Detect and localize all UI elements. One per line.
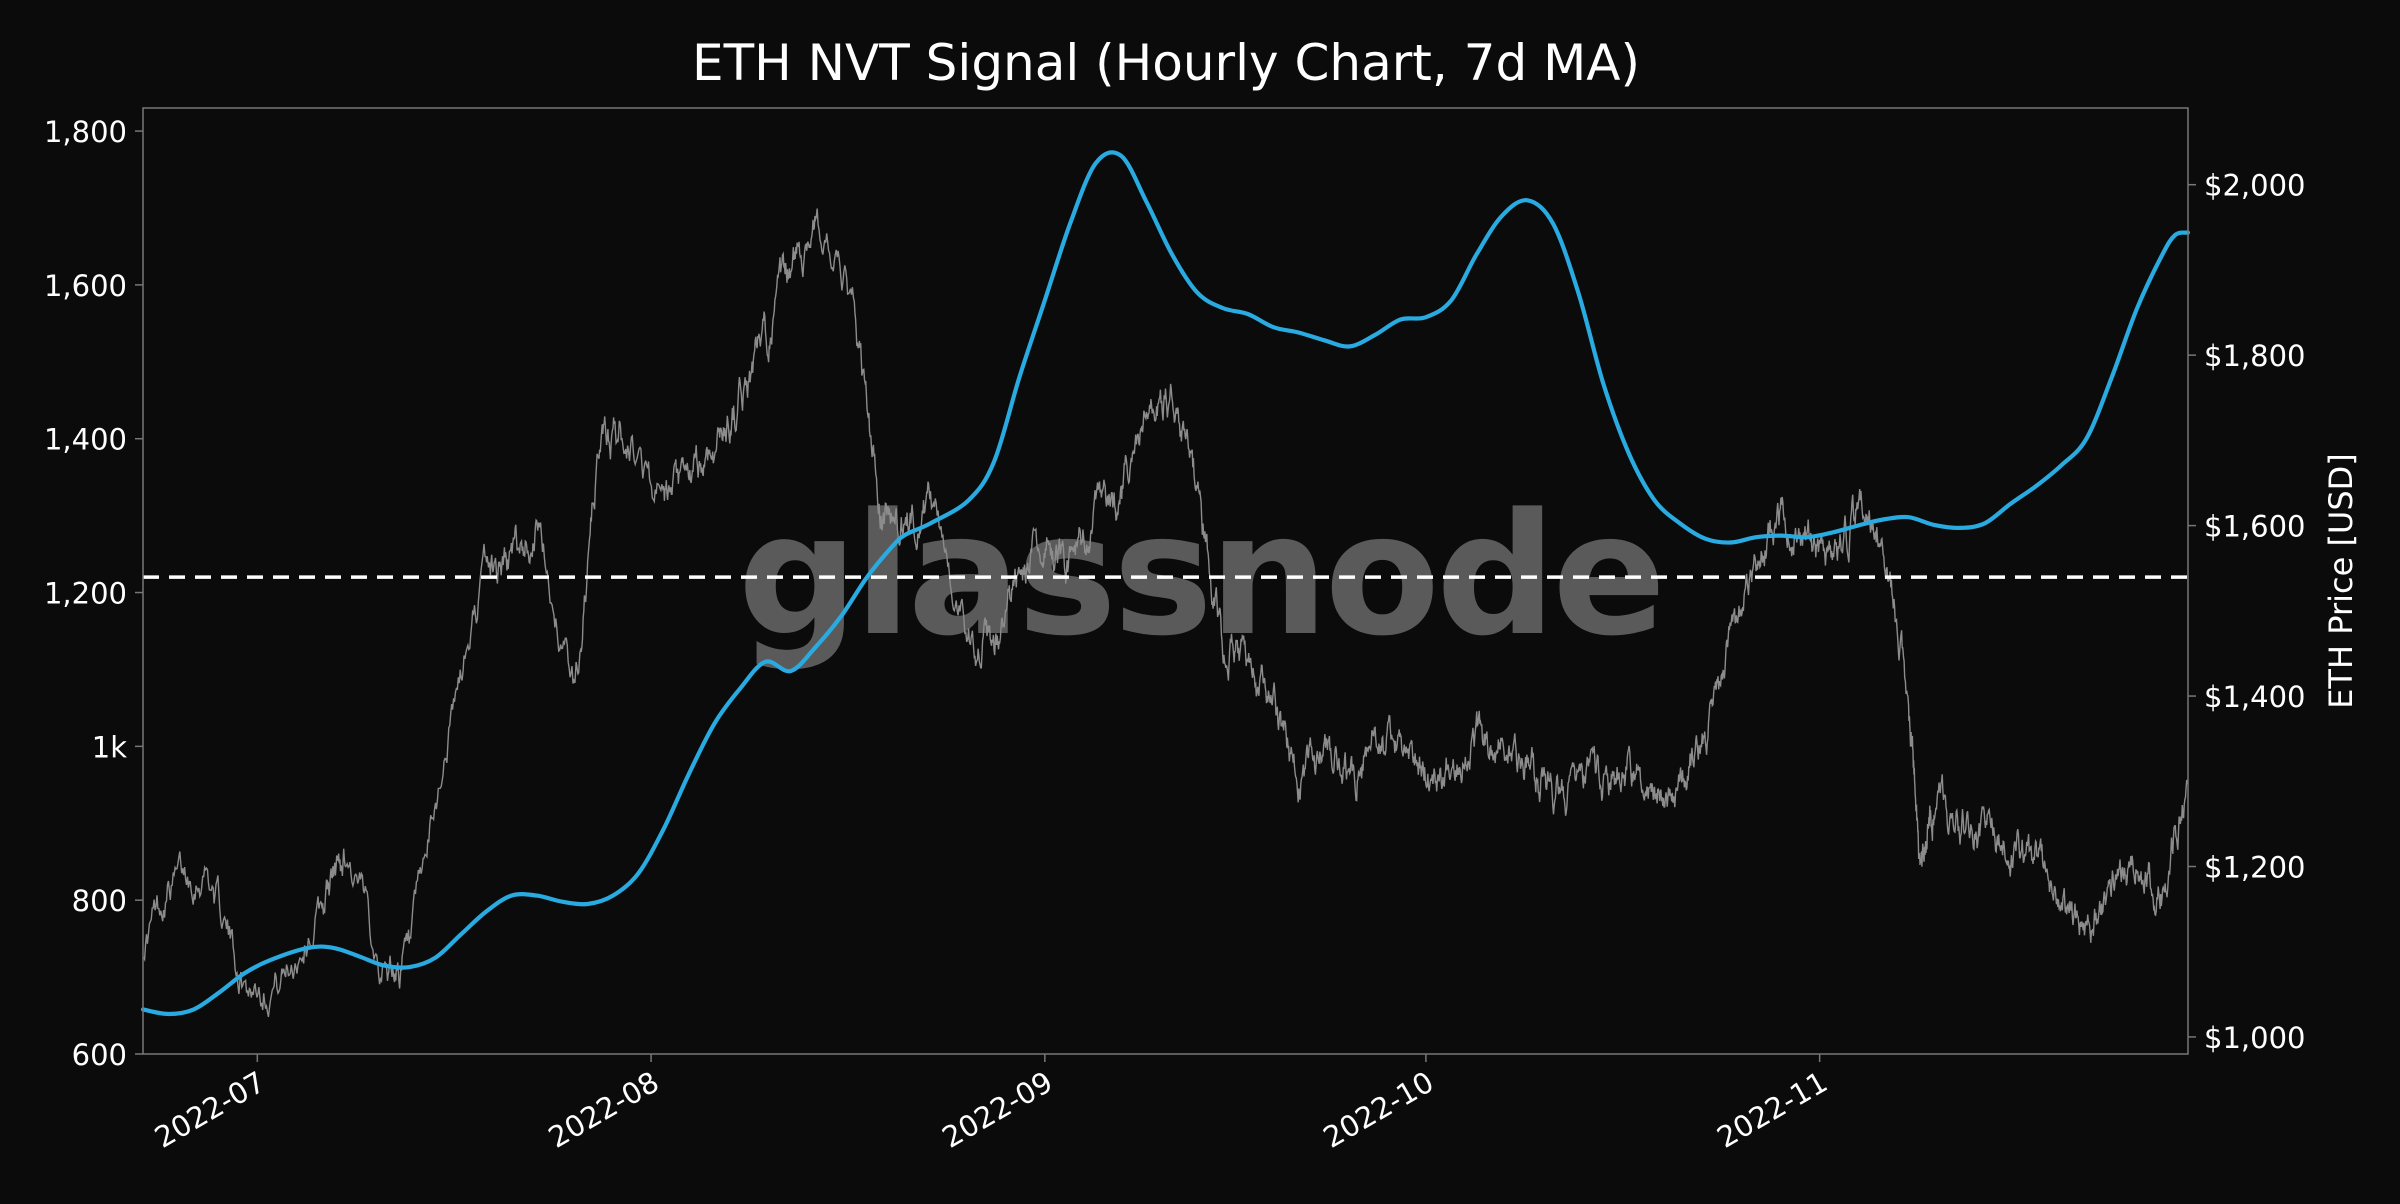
left-tick-label: 1k <box>92 730 127 764</box>
right-tick-label: $1,600 <box>2204 510 2305 544</box>
left-tick-label: 1,800 <box>44 115 127 149</box>
nvt-signal-line <box>140 150 2191 1017</box>
left-tick-label: 1,400 <box>44 423 127 457</box>
plot-frame <box>142 107 2189 1055</box>
right-tick-label: $2,000 <box>2204 169 2305 203</box>
watermark-logo: glassnode <box>738 477 1662 673</box>
left-tick-label: 1,200 <box>44 577 127 611</box>
left-tick-label: 800 <box>72 884 127 918</box>
right-tick-label: $1,200 <box>2204 851 2305 885</box>
right-tick-label: $1,800 <box>2204 339 2305 373</box>
left-tick-label: 600 <box>72 1038 127 1072</box>
eth-price-line <box>143 208 2188 1018</box>
nvt-series <box>140 150 2191 1017</box>
left-tick-label: 1,600 <box>44 269 127 303</box>
chart-title: ETH NVT Signal (Hourly Chart, 7d MA) <box>692 34 1640 92</box>
axis-ticks <box>135 130 2196 1062</box>
price-series <box>143 208 2188 1018</box>
right-tick-label: $1,000 <box>2204 1021 2305 1055</box>
right-axis-label: ETH Price [USD] <box>2322 453 2360 709</box>
right-tick-label: $1,400 <box>2204 680 2305 714</box>
